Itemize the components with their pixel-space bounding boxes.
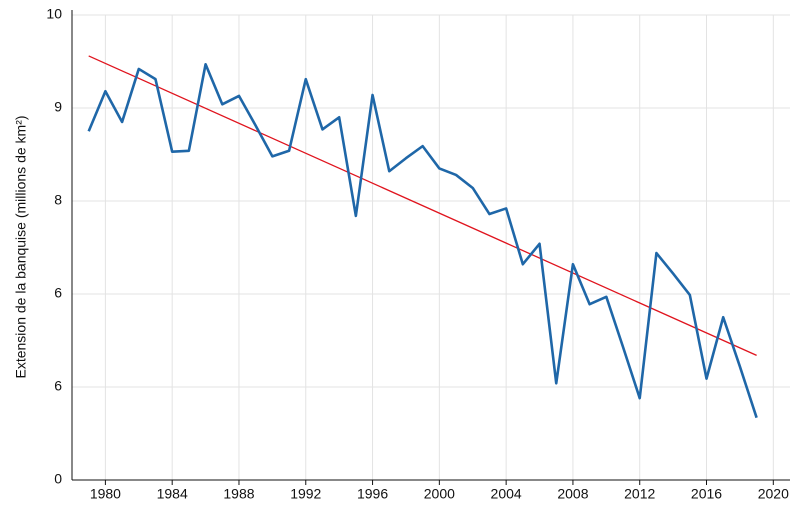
- y-tick-label: 0: [54, 471, 62, 487]
- x-tick-label: 1980: [90, 486, 121, 502]
- x-tick-label: 2012: [624, 486, 655, 502]
- x-tick-label: 2004: [491, 486, 522, 502]
- x-tick-label: 1996: [357, 486, 388, 502]
- y-tick-label: 6: [54, 378, 62, 394]
- y-axis-label: Extension de la banquise (millions de km…: [13, 115, 29, 378]
- x-tick-label: 2020: [758, 486, 789, 502]
- y-tick-label: 9: [54, 99, 62, 115]
- data-line: [87, 62, 758, 419]
- trend-line: [88, 55, 757, 356]
- x-tick-label: 1988: [223, 486, 254, 502]
- y-tick-label: 6: [54, 285, 62, 301]
- x-tick-label: 1984: [157, 486, 188, 502]
- y-tick-label: 8: [54, 192, 62, 208]
- x-tick-label: 2008: [557, 486, 588, 502]
- y-tick-label: 10: [46, 6, 62, 22]
- x-tick-label: 2000: [424, 486, 455, 502]
- x-tick-label: 2016: [691, 486, 722, 502]
- x-tick-label: 1992: [290, 486, 321, 502]
